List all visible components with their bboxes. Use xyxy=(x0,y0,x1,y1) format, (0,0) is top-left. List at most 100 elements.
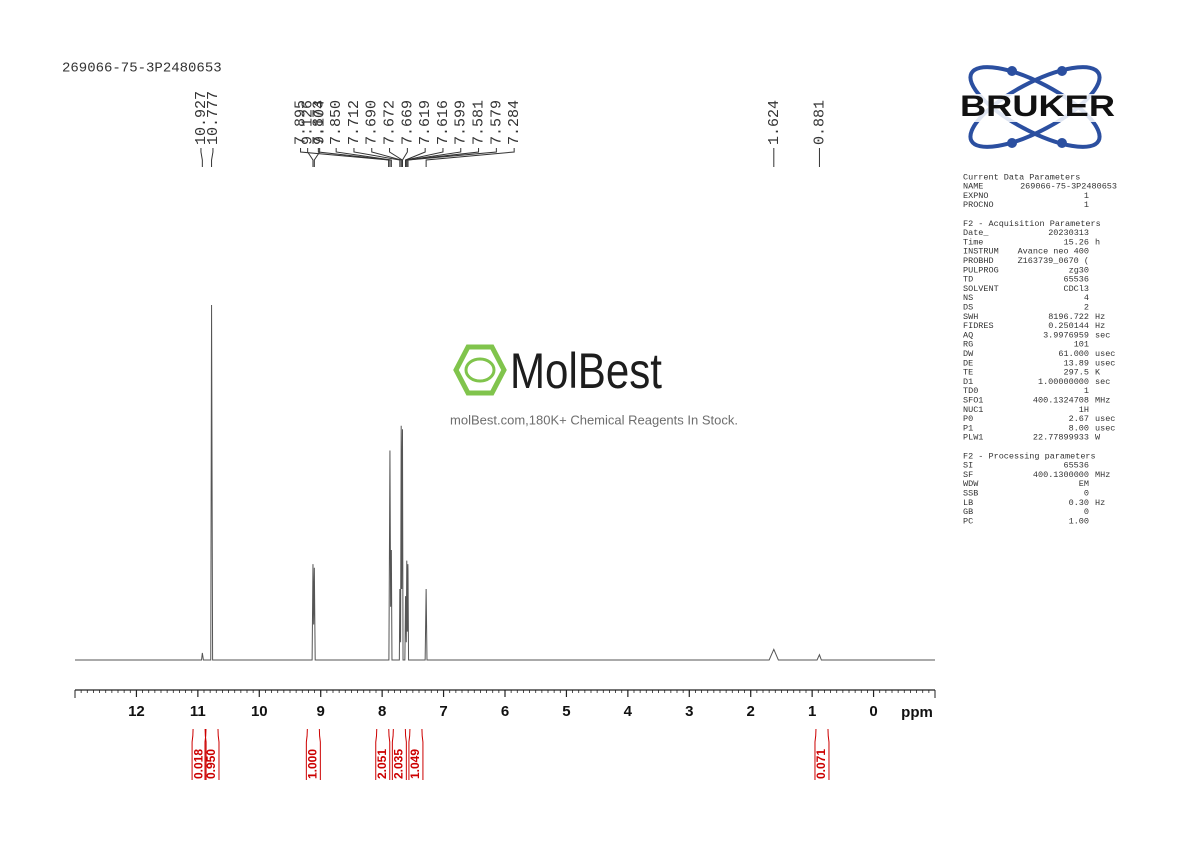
logo-backdrop xyxy=(958,94,1114,122)
param-value: CDCl3 xyxy=(1063,284,1089,294)
peak-label: 7.284 xyxy=(506,100,523,145)
x-tick-label: 1 xyxy=(808,703,816,720)
peak-connector xyxy=(307,148,314,167)
peak-connector xyxy=(317,148,391,167)
logo-orbit xyxy=(968,65,1102,149)
logo-dot xyxy=(1057,138,1067,148)
param-name: SSB xyxy=(963,488,978,498)
param-section-title: F2 - Acquisition Parameters xyxy=(963,219,1101,229)
x-tick-label: 2 xyxy=(747,703,755,720)
param-value: Avance neo 400 xyxy=(1018,247,1089,257)
param-section-title: Current Data Parameters xyxy=(963,172,1080,182)
integral: 2.051 xyxy=(375,728,391,780)
param-name: PROBHD xyxy=(963,256,994,266)
param-name: EXPNO xyxy=(963,191,989,201)
param-name: D1 xyxy=(963,377,973,387)
param-unit: sec xyxy=(1095,377,1110,387)
param-name: TD xyxy=(963,275,973,285)
integral-label: 0.071 xyxy=(814,749,828,779)
param-value: 22.77899933 xyxy=(1033,433,1089,443)
param-name: P1 xyxy=(963,423,973,433)
logo-dot xyxy=(1057,66,1067,76)
param-value: Z163739_0670 ( xyxy=(1018,256,1089,266)
integral-bracket xyxy=(814,728,830,780)
param-value: 269066-75-3P2480653 xyxy=(1020,182,1117,192)
param-unit: usec xyxy=(1095,423,1115,433)
peak-label: 7.619 xyxy=(417,100,434,145)
param-unit: usec xyxy=(1095,414,1115,424)
logo-dot xyxy=(1007,138,1017,148)
peak-connector xyxy=(353,148,401,167)
param-unit: MHz xyxy=(1095,395,1110,405)
param-name: FIDRES xyxy=(963,321,994,331)
param-value: 1H xyxy=(1079,405,1089,415)
param-value: 20230313 xyxy=(1048,228,1089,238)
param-value: 8.00 xyxy=(1069,423,1089,433)
x-tick-label: 7 xyxy=(439,703,447,720)
bruker-logo: BRUKER xyxy=(958,65,1115,149)
param-value: 8196.722 xyxy=(1048,312,1089,322)
peak-label: 10.927 xyxy=(193,91,210,145)
x-tick-label: 10 xyxy=(251,703,268,720)
peak-connector xyxy=(335,148,392,167)
x-tick-label: 6 xyxy=(501,703,509,720)
peak-connector xyxy=(406,148,462,167)
param-name: PROCNO xyxy=(963,200,994,210)
param-value: 0 xyxy=(1084,488,1089,498)
integral-label: 0.018 xyxy=(191,749,205,779)
param-name: SFO1 xyxy=(963,395,983,405)
x-tick-label: 8 xyxy=(378,703,386,720)
peak-label: 9.126 xyxy=(300,100,317,145)
param-unit: W xyxy=(1095,433,1101,443)
peak-label: 1.624 xyxy=(766,100,783,145)
param-value: 1 xyxy=(1084,191,1089,201)
param-value: 400.1324708 xyxy=(1033,395,1089,405)
peak-label: 7.579 xyxy=(488,100,505,145)
peak-label: 7.690 xyxy=(364,100,381,145)
peak-label: 7.599 xyxy=(453,100,470,145)
peak-connector xyxy=(405,148,444,167)
param-name: RG xyxy=(963,340,973,350)
param-name: PC xyxy=(963,516,973,526)
param-name: SWH xyxy=(963,312,978,322)
param-name: TE xyxy=(963,368,973,378)
param-unit: MHz xyxy=(1095,470,1110,480)
param-value: 65536 xyxy=(1063,461,1089,471)
param-name: INSTRUM xyxy=(963,247,999,257)
x-tick-label: 5 xyxy=(562,703,570,720)
watermark: molBest.com,180K+ Chemical Reagents In S… xyxy=(450,412,738,427)
spectrum xyxy=(75,304,935,661)
logo-ring xyxy=(464,357,496,383)
integral: 0.950 xyxy=(204,728,220,780)
param-name: P0 xyxy=(963,414,973,424)
param-name: AQ xyxy=(963,330,973,340)
param-value: 15.26 xyxy=(1063,237,1089,247)
peak-connector xyxy=(407,148,497,167)
param-name: NS xyxy=(963,293,973,303)
param-unit: Hz xyxy=(1095,498,1105,508)
x-tick-label: 4 xyxy=(624,703,633,720)
param-value: 65536 xyxy=(1063,275,1089,285)
param-value: 400.1300000 xyxy=(1033,470,1089,480)
peak-connector xyxy=(200,148,203,167)
integral-bracket xyxy=(391,728,407,780)
param-section-title: F2 - Processing parameters xyxy=(963,451,1096,461)
param-value: 1.00000000 xyxy=(1038,377,1089,387)
bruker-text: BRUKER xyxy=(960,90,1115,123)
peak-connector xyxy=(211,148,214,167)
param-value: 0 xyxy=(1084,507,1089,517)
logo-hexagon xyxy=(453,344,507,396)
integral-bracket xyxy=(375,728,391,780)
integral-label: 2.035 xyxy=(392,749,406,779)
param-unit: usec xyxy=(1095,358,1115,368)
param-name: SI xyxy=(963,461,973,471)
logo-dot xyxy=(1007,66,1017,76)
param-name: NAME xyxy=(963,182,983,192)
peak-label: 7.712 xyxy=(346,100,363,145)
x-tick-label: 12 xyxy=(128,703,145,720)
x-tick-label: 9 xyxy=(317,703,325,720)
param-name: DW xyxy=(963,349,974,359)
param-name: NUC1 xyxy=(963,405,983,415)
sample-title: 269066-75-3P2480653 xyxy=(62,61,222,77)
